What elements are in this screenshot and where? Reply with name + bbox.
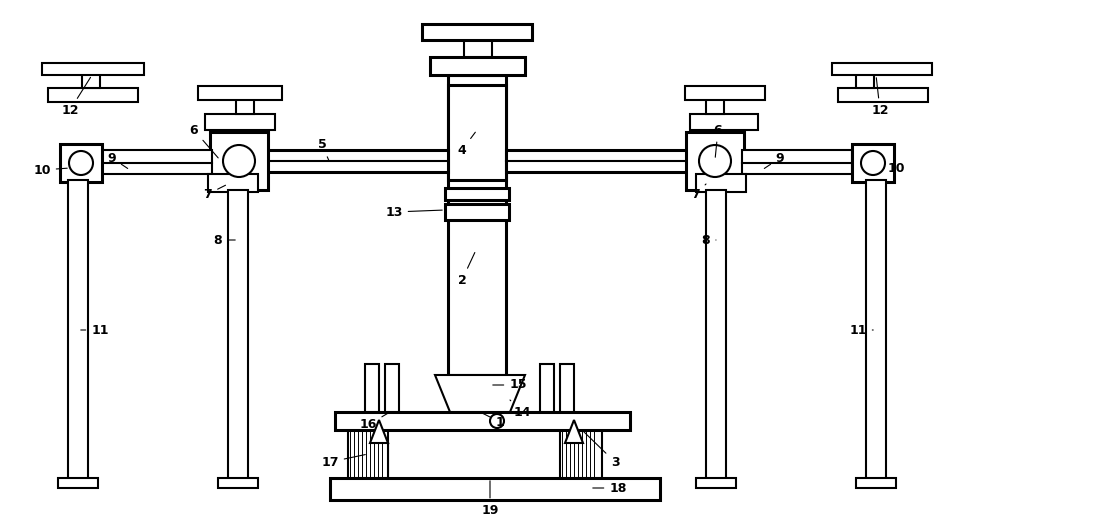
Bar [866,180,887,480]
Text: 15: 15 [492,378,527,392]
Text: 10: 10 [33,163,67,176]
Bar [198,86,282,100]
Bar [330,478,660,500]
Bar [852,144,894,182]
Bar [856,478,896,488]
Bar [422,24,532,40]
Bar [448,75,506,375]
Bar [506,150,734,172]
Circle shape [699,145,731,177]
Circle shape [490,414,505,428]
Bar [705,190,726,480]
Text: 19: 19 [481,481,499,517]
Text: 2: 2 [458,252,475,287]
Bar [47,88,138,102]
Bar [208,174,258,192]
Bar [705,96,724,114]
Bar [445,204,509,220]
Text: 18: 18 [593,481,627,494]
Text: 10: 10 [884,162,905,174]
Bar [560,430,602,478]
Text: 8: 8 [214,234,235,246]
Circle shape [861,151,885,175]
Text: 12: 12 [871,78,889,117]
Bar [540,364,554,412]
Bar [690,114,758,130]
Bar [684,86,765,100]
Bar [856,70,874,88]
Bar [560,364,574,412]
Circle shape [223,145,255,177]
Text: 9: 9 [764,152,784,169]
Bar [217,478,258,488]
Text: 7: 7 [691,184,705,200]
Bar [68,180,88,480]
Bar [696,174,746,192]
Bar [365,364,379,412]
Text: 13: 13 [385,206,443,218]
Bar [448,85,506,180]
Bar [348,430,388,478]
Bar [335,412,630,430]
Bar [60,144,102,182]
Bar [565,443,583,478]
Text: 16: 16 [359,413,388,431]
Bar [210,132,268,190]
Text: 5: 5 [318,138,329,161]
Text: 12: 12 [61,77,91,117]
Bar [220,150,448,172]
Text: 3: 3 [584,432,619,469]
Bar [59,478,98,488]
Bar [742,150,852,174]
Bar [42,63,144,75]
Text: 14: 14 [510,400,531,419]
Bar [464,35,492,57]
Text: 17: 17 [321,455,365,469]
Bar [832,63,932,75]
Bar [696,478,736,488]
Text: 9: 9 [108,152,128,169]
Bar [236,96,254,114]
Text: 6: 6 [190,123,219,158]
Bar [686,132,744,190]
Polygon shape [435,375,526,412]
Text: 11: 11 [849,323,873,337]
Bar [229,190,248,480]
Bar [82,70,100,88]
Text: 11: 11 [81,323,109,337]
Bar [370,443,388,478]
Bar [445,188,509,200]
Text: 6: 6 [713,123,722,157]
Bar [385,364,399,412]
Text: 4: 4 [458,132,476,156]
Text: 7: 7 [203,186,225,200]
Text: 8: 8 [702,234,716,246]
Text: 1: 1 [482,413,505,428]
Bar [205,114,275,130]
Circle shape [68,151,93,175]
Polygon shape [370,420,388,443]
Bar [838,88,928,102]
Bar [100,150,212,174]
Bar [429,57,526,75]
Polygon shape [565,420,583,443]
